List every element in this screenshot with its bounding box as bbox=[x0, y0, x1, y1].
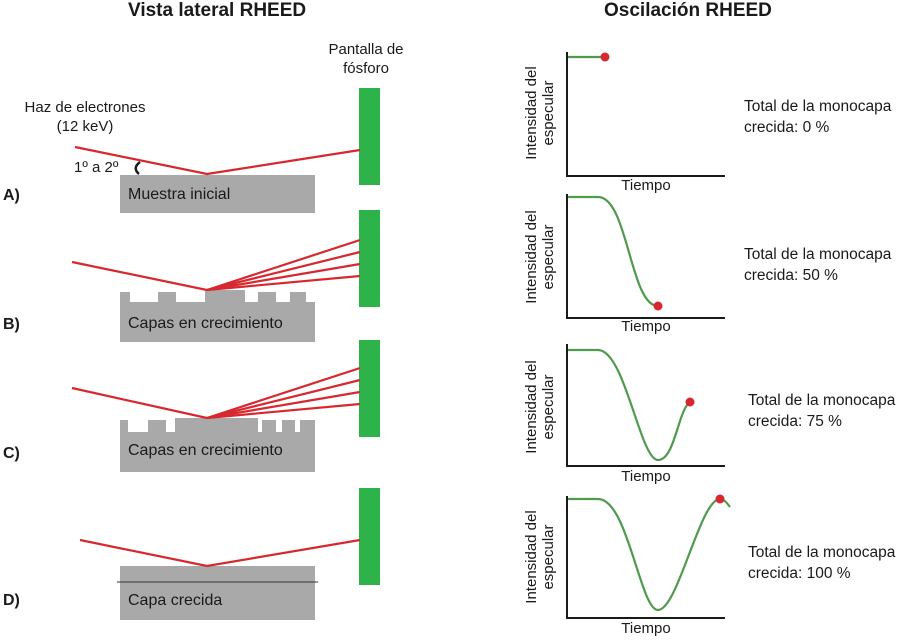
total-c-line-2: crecida: 75 % bbox=[748, 413, 842, 430]
total-d-line-1: Total de la monocapa bbox=[748, 544, 896, 561]
electron-beam-b-out-3 bbox=[206, 262, 361, 292]
total-a-line-1: Total de la monocapa bbox=[744, 98, 892, 115]
right-title: Oscilación RHEED bbox=[604, 0, 772, 21]
phosphor-screen-a bbox=[359, 88, 380, 185]
electron-beam-b-out-2 bbox=[206, 250, 361, 292]
graph-c-curve bbox=[568, 348, 691, 462]
graph-d bbox=[566, 494, 731, 619]
beam-label: Haz de electrones (12 keV) bbox=[10, 98, 160, 136]
sample-label-c: Capas en crecimiento bbox=[128, 442, 283, 459]
angle-arc-icon bbox=[134, 161, 141, 175]
sample-block-d bbox=[120, 566, 315, 620]
total-c: Total de la monocapa crecida: 75 % bbox=[748, 390, 895, 432]
graph-c-ylabel-line-1: Intensidad del bbox=[523, 360, 540, 454]
graph-d-dot bbox=[715, 494, 725, 504]
electron-beam-c-in bbox=[71, 386, 208, 420]
electron-beam-c-out-3 bbox=[206, 390, 361, 420]
row-letter-c: C) bbox=[3, 445, 20, 462]
sample-label-d: Capa crecida bbox=[128, 592, 223, 609]
graph-b-axes bbox=[566, 194, 725, 319]
screen-label: Pantalla de fósforo bbox=[318, 40, 414, 78]
beam-label-line-2: (12 keV) bbox=[56, 118, 114, 135]
row-a-side-view bbox=[74, 88, 380, 213]
total-a-line-2: crecida: 0 % bbox=[744, 119, 830, 136]
sample-block-c bbox=[120, 418, 315, 472]
electron-beam-b-out-4 bbox=[206, 274, 361, 292]
screen-label-line-2: fósforo bbox=[343, 60, 389, 77]
graph-b bbox=[566, 194, 725, 319]
graph-c-dot bbox=[685, 397, 695, 407]
graph-a-dot bbox=[600, 52, 610, 62]
sample-label-b: Capas en crecimiento bbox=[128, 315, 283, 332]
electron-beam-c-out-4 bbox=[206, 402, 361, 420]
phosphor-screen-c bbox=[359, 340, 380, 437]
graph-b-dot bbox=[653, 301, 663, 311]
sample-block-b bbox=[120, 290, 315, 342]
beam-label-line-1: Haz de electrones bbox=[24, 99, 146, 116]
total-b-line-1: Total de la monocapa bbox=[744, 246, 892, 263]
total-a: Total de la monocapa crecida: 0 % bbox=[744, 96, 891, 138]
row-letter-d: D) bbox=[3, 592, 20, 609]
electron-beam-a bbox=[74, 145, 361, 176]
sample-block-a bbox=[120, 175, 315, 213]
phosphor-screen-d bbox=[359, 488, 380, 585]
sample-label-a: Muestra inicial bbox=[128, 186, 231, 203]
graph-d-ylabel: Intensidad del especular bbox=[523, 497, 557, 617]
total-b-line-2: crecida: 50 % bbox=[744, 267, 838, 284]
graph-a-xlabel: Tiempo bbox=[621, 177, 671, 194]
graph-b-curve bbox=[568, 195, 659, 308]
graph-c-ylabel: Intensidad del especular bbox=[523, 347, 557, 467]
row-letter-a: A) bbox=[3, 187, 20, 204]
graph-c bbox=[566, 344, 725, 467]
row-letter-b: B) bbox=[3, 316, 20, 333]
graph-d-axes bbox=[566, 496, 725, 619]
total-d-line-2: crecida: 100 % bbox=[748, 565, 851, 582]
graph-b-ylabel-line-2: especular bbox=[540, 224, 557, 290]
row-b-side-view bbox=[71, 210, 380, 342]
graph-a-ylabel: Intensidad del especular bbox=[523, 53, 557, 173]
graph-d-ylabel-line-1: Intensidad del bbox=[523, 510, 540, 604]
left-title: Vista lateral RHEED bbox=[128, 0, 307, 21]
graph-c-ylabel-line-2: especular bbox=[540, 374, 557, 440]
graph-d-xlabel: Tiempo bbox=[621, 620, 671, 637]
graph-d-curve bbox=[568, 497, 731, 612]
graph-b-ylabel-line-1: Intensidad del bbox=[523, 210, 540, 304]
graph-b-xlabel: Tiempo bbox=[621, 318, 671, 335]
row-c-side-view bbox=[71, 340, 380, 472]
angle-label: 1º a 2º bbox=[74, 159, 119, 176]
graph-c-axes bbox=[566, 344, 725, 467]
graph-c-xlabel: Tiempo bbox=[621, 468, 671, 485]
total-b: Total de la monocapa crecida: 50 % bbox=[744, 244, 891, 286]
electron-beam-c-out-1 bbox=[206, 366, 361, 420]
graph-a bbox=[566, 52, 725, 177]
electron-beam-c-out-2 bbox=[206, 378, 361, 420]
graph-d-ylabel-line-2: especular bbox=[540, 524, 557, 590]
graph-a-ylabel-line-1: Intensidad del bbox=[523, 66, 540, 160]
screen-label-line-1: Pantalla de bbox=[328, 41, 404, 58]
electron-beam-b-out-1 bbox=[206, 238, 361, 292]
graph-b-ylabel: Intensidad del especular bbox=[523, 197, 557, 317]
electron-beam-b-in bbox=[71, 260, 208, 292]
graph-a-ylabel-line-2: especular bbox=[540, 80, 557, 146]
phosphor-screen-b bbox=[359, 210, 380, 307]
total-c-line-1: Total de la monocapa bbox=[748, 392, 896, 409]
electron-beam-d bbox=[79, 538, 361, 568]
graph-a-axes bbox=[566, 52, 725, 177]
total-d: Total de la monocapa crecida: 100 % bbox=[748, 542, 895, 584]
row-d-side-view bbox=[79, 488, 380, 620]
